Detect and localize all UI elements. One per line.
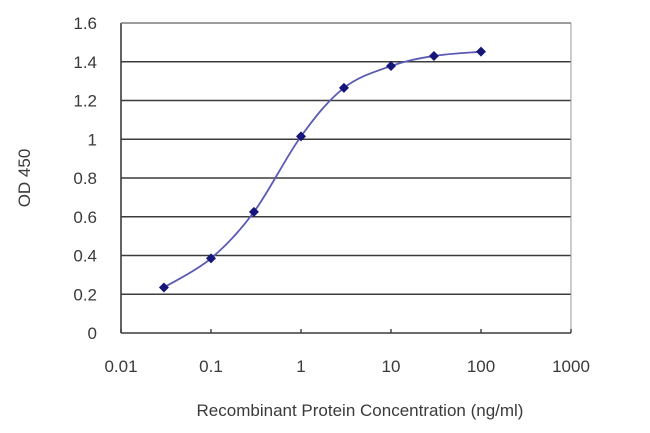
- x-tick-label: 1000: [552, 357, 590, 376]
- y-tick-label: 0.4: [73, 247, 97, 266]
- y-tick-label: 0: [88, 324, 97, 343]
- y-tick-label: 1.6: [73, 14, 97, 33]
- data-point-marker: [428, 50, 439, 61]
- x-axis-tick-labels: 0.01 0.1 1 10 100 1000: [104, 357, 589, 376]
- data-series: [158, 46, 486, 293]
- y-axis-tick-labels: 0 0.2 0.4 0.6 0.8 1 1.2 1.4 1.6: [73, 14, 97, 343]
- y-tick-label: 1.2: [73, 92, 97, 111]
- y-tick-label: 1.4: [73, 53, 97, 72]
- x-tick-label: 10: [382, 357, 401, 376]
- data-point-marker: [296, 131, 306, 142]
- y-tick-label: 0.6: [73, 208, 97, 227]
- gridlines: [121, 22, 571, 296]
- x-tick-label: 0.1: [199, 357, 223, 376]
- data-point-marker: [158, 282, 169, 293]
- x-axis-title: Recombinant Protein Concentration (ng/ml…: [197, 401, 524, 420]
- series-line: [163, 50, 482, 289]
- y-tick-label: 1: [88, 130, 97, 149]
- x-tick-label: 100: [467, 357, 495, 376]
- axes: [120, 22, 572, 334]
- y-tick-label: 0.8: [73, 169, 97, 188]
- data-point-marker: [206, 253, 216, 264]
- data-point-marker: [338, 82, 349, 93]
- y-tick-label: 0.2: [73, 285, 97, 304]
- data-point-marker: [476, 46, 486, 57]
- x-tick-label: 0.01: [104, 357, 137, 376]
- data-point-marker: [386, 61, 396, 72]
- y-axis-title: OD 450: [15, 149, 34, 208]
- data-point-marker: [248, 206, 259, 217]
- x-tick-label: 1: [296, 357, 305, 376]
